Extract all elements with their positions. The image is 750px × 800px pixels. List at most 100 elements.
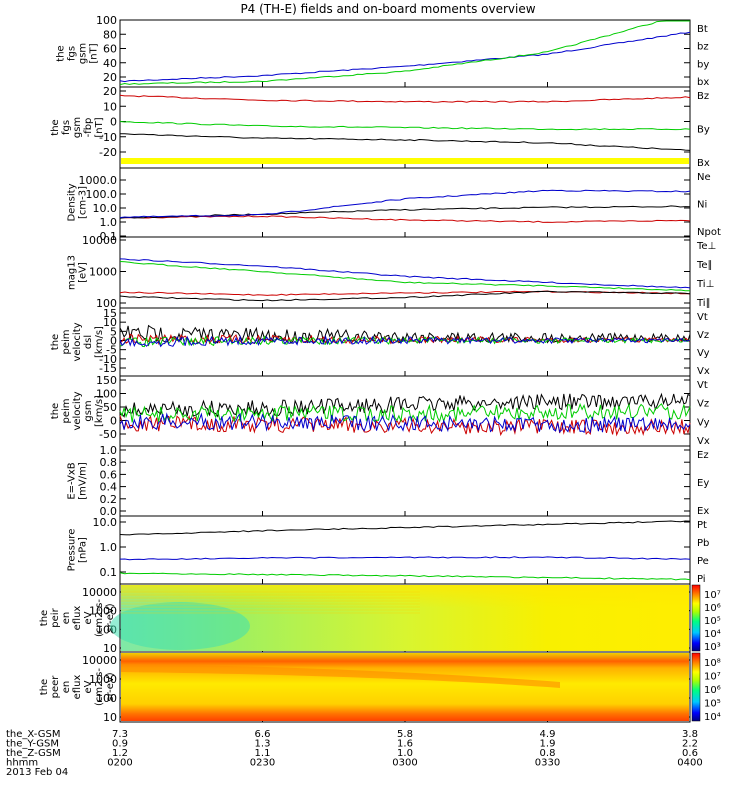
y-tick-label: 10 <box>103 316 117 329</box>
series-line-Ti⊥ <box>119 258 691 289</box>
colorbar-label: 10³ <box>704 642 721 653</box>
y-axis-label: Density <box>67 183 78 221</box>
footer-value: 0300 <box>392 758 417 769</box>
legend-entry: Ez <box>697 450 709 461</box>
panel-frame <box>119 19 691 88</box>
legend-entry: Ti∥ <box>696 298 711 309</box>
legend-entry: Npot <box>697 227 721 238</box>
y-tick-label: 100 <box>96 692 117 705</box>
panel-frame <box>119 167 691 238</box>
y-axis-label: -fbp <box>83 118 94 138</box>
legend-entry: bx <box>697 77 709 88</box>
y-tick-label: 1000 <box>89 605 117 618</box>
footer-value: 0200 <box>107 758 132 769</box>
legend-entry: Vz <box>697 330 709 341</box>
y-tick-label: 0 <box>110 116 117 129</box>
series-line-By <box>119 121 691 131</box>
y-axis-label: en <box>61 681 72 694</box>
legend-entry: Bz <box>697 91 709 102</box>
colorbar-label: 10⁵ <box>704 616 721 627</box>
colorbar-label: 10⁷ <box>704 672 721 683</box>
y-tick-label: 100 <box>96 297 117 310</box>
legend-entry: Vt <box>697 312 708 323</box>
footer-value: 1.1 <box>255 748 271 759</box>
y-tick-label: 5 <box>110 325 117 338</box>
y-axis-label: peir <box>50 607 61 627</box>
panel-frame <box>119 375 691 447</box>
colorbar-label: 10⁸ <box>704 658 721 669</box>
panel-pressure: 10.0 1.0 0.1 Pressure [nPa] Pt Pb Pe Pi <box>67 515 709 585</box>
y-axis-label: [nPa] <box>78 537 89 563</box>
legend-entry: By <box>697 125 710 136</box>
footer-value: 0230 <box>250 758 275 769</box>
colorbar-label: 10⁴ <box>704 712 721 723</box>
series-line-Npot <box>119 189 691 219</box>
legend-entry: Vy <box>697 417 710 428</box>
y-tick-label: 50 <box>103 401 117 414</box>
y-axis-label: the <box>39 610 50 626</box>
y-tick-label: 100.0 <box>86 188 118 201</box>
y-tick-label: 100 <box>96 388 117 401</box>
y-tick-label: 0.2 <box>100 493 118 506</box>
legend-entry: Bt <box>697 24 708 35</box>
y-axis-label: gsm <box>83 400 94 421</box>
y-tick-label: 0.0 <box>100 505 118 518</box>
y-tick-label: 10.0 <box>93 202 118 215</box>
footer-value: 7.3 <box>112 729 128 740</box>
series-line-by <box>119 20 690 86</box>
chart-title: P4 (TH-E) fields and on-board moments ov… <box>240 2 535 16</box>
series-line-Bx <box>120 133 691 151</box>
colorbar-label: 10⁴ <box>704 629 721 640</box>
legend-entry: Vt <box>697 380 708 391</box>
footer-value: 0.8 <box>540 748 556 759</box>
y-tick-label: -5 <box>106 344 117 357</box>
colorbar-label: 10⁶ <box>704 603 721 614</box>
footer-value: 1.0 <box>397 748 413 759</box>
series-line-Vx <box>119 412 691 434</box>
y-tick-label: 0.8 <box>100 456 118 469</box>
y-axis-label: eV <box>83 680 94 693</box>
y-tick-label: -20 <box>99 146 117 159</box>
date-label: 2013 Feb 04 <box>6 767 68 778</box>
y-tick-label: 10000 <box>82 586 117 599</box>
y-tick-label: 10.0 <box>93 516 118 529</box>
y-tick-label: 40 <box>103 57 117 70</box>
y-tick-label: 20 <box>103 85 117 98</box>
panel-frame <box>119 445 691 517</box>
footer-value: 4.9 <box>540 729 556 740</box>
y-axis-label: E=-VxB <box>67 462 78 499</box>
y-axis-label: gsm <box>72 117 83 138</box>
y-axis-label: the <box>56 45 67 61</box>
electron-spectrogram-image <box>119 651 691 723</box>
y-tick-label: 15 <box>103 307 117 320</box>
y-axis-label: Pressure <box>67 529 78 572</box>
series-line-Vy <box>119 402 691 423</box>
legend-entry: Ti⊥ <box>696 279 714 290</box>
y-tick-label: 60 <box>103 43 117 56</box>
footer-row-label: hhmm <box>6 758 38 769</box>
series-line-bx <box>119 31 691 83</box>
y-axis-label: the <box>50 403 61 419</box>
y-axis-label: [eV] <box>78 262 89 283</box>
y-tick-label: -10 <box>99 131 117 144</box>
y-tick-label: 1.0 <box>100 541 118 554</box>
colorbar-label: 10⁵ <box>704 699 721 710</box>
footer-value: 0330 <box>535 758 560 769</box>
y-tick-label: 100 <box>96 14 117 27</box>
legend-entry: by <box>697 59 709 70</box>
y-axis-label: [km/s] <box>94 395 105 427</box>
footer-row-label: the_Z-GSM <box>6 748 61 759</box>
y-axis-label: eflux <box>72 606 83 631</box>
y-tick-label: 10 <box>103 642 117 655</box>
y-tick-label: 0.6 <box>100 468 118 481</box>
y-tick-label: 1.0 <box>100 444 118 457</box>
legend-entry: Pb <box>697 538 709 549</box>
series-line-Pe <box>119 572 691 581</box>
y-axis-label: en <box>61 612 72 625</box>
series-line-Te∥ <box>119 290 691 302</box>
footer-value: 0400 <box>677 758 702 769</box>
y-tick-label: 10 <box>103 100 117 113</box>
